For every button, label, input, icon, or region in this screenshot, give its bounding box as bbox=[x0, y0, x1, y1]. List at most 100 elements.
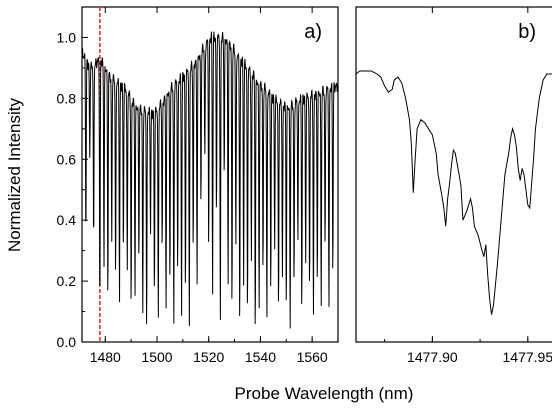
zoom-data-point bbox=[501, 220, 502, 221]
dip-point bbox=[228, 281, 229, 282]
x-tick-label: 1480 bbox=[90, 349, 121, 365]
zoom-data-point bbox=[394, 80, 395, 81]
zoom-data-point bbox=[489, 299, 490, 300]
dip-point bbox=[286, 305, 287, 306]
dip-point bbox=[282, 281, 283, 282]
dip-point bbox=[135, 293, 136, 294]
zoom-data-point bbox=[438, 174, 439, 175]
y-tick-label: 0.4 bbox=[57, 212, 77, 228]
zoom-data-point bbox=[482, 250, 483, 251]
zoom-spectrum-line bbox=[355, 70, 552, 315]
zoom-data-point bbox=[514, 134, 515, 135]
zoom-data-point bbox=[483, 256, 484, 257]
panel-b-ticks: 1477.90 1477.95 bbox=[384, 7, 552, 365]
zoom-data-point bbox=[356, 74, 357, 75]
zoom-data-point bbox=[539, 98, 540, 99]
zoom-data-point bbox=[405, 98, 406, 99]
zoom-data-point bbox=[413, 192, 414, 193]
zoom-data-point bbox=[512, 128, 513, 129]
dip-point bbox=[85, 235, 86, 236]
x-tick-label: 1520 bbox=[193, 349, 224, 365]
dip-point bbox=[305, 265, 306, 266]
zoom-data-point bbox=[371, 70, 372, 71]
zoom-data-point bbox=[529, 208, 530, 209]
dip-point bbox=[309, 296, 310, 297]
dip-point bbox=[297, 244, 298, 245]
dip-point bbox=[193, 250, 194, 251]
x-tick-label: 1477.90 bbox=[407, 349, 458, 365]
zoom-data-point bbox=[527, 204, 528, 205]
zoom-data-point bbox=[461, 186, 462, 187]
zoom-data-point bbox=[478, 235, 479, 236]
dip-point bbox=[166, 305, 167, 306]
zoom-data-point bbox=[415, 159, 416, 160]
dip-point bbox=[321, 305, 322, 306]
dip-point bbox=[325, 250, 326, 251]
dip-point bbox=[197, 281, 198, 282]
panel-a-ticks: 1480 1500 1520 1540 1560 0.0 0.2 0.4 0.6 0.8 1.0 bbox=[57, 6, 339, 365]
dip-point bbox=[243, 287, 244, 288]
x-tick-label: 1500 bbox=[141, 349, 172, 365]
zoom-data-point bbox=[485, 244, 486, 245]
zoom-data-point bbox=[466, 211, 467, 212]
dip-point bbox=[294, 287, 295, 288]
zoom-data-point bbox=[417, 128, 418, 129]
dip-point bbox=[204, 159, 205, 160]
zoom-data-point bbox=[491, 314, 492, 315]
dip-point bbox=[231, 311, 232, 312]
dip-point bbox=[224, 174, 225, 175]
panel-b-label: b) bbox=[518, 21, 536, 43]
zoom-data-point bbox=[365, 70, 366, 71]
dip-point bbox=[278, 317, 279, 318]
zoom-data-point bbox=[518, 168, 519, 169]
dip-point bbox=[142, 317, 143, 318]
x-tick-label: 1560 bbox=[297, 349, 328, 365]
zoom-data-point bbox=[524, 174, 525, 175]
zoom-data-point bbox=[459, 174, 460, 175]
spectrum-line bbox=[81, 31, 339, 329]
zoom-data-point bbox=[510, 137, 511, 138]
dip-point bbox=[332, 275, 333, 276]
dip-point bbox=[173, 329, 174, 330]
x-tick-label: 1540 bbox=[245, 349, 276, 365]
dip-point bbox=[99, 314, 100, 315]
dip-point bbox=[131, 311, 132, 312]
dip-point bbox=[290, 326, 291, 327]
zoom-data-point bbox=[516, 147, 517, 148]
dip-point bbox=[119, 305, 120, 306]
zoom-data-point bbox=[424, 122, 425, 123]
zoom-data-point bbox=[441, 195, 442, 196]
zoom-data-point bbox=[470, 198, 471, 199]
dip-point bbox=[150, 235, 151, 236]
zoom-data-point bbox=[546, 74, 547, 75]
panel-a-frame bbox=[81, 6, 339, 343]
dip-point bbox=[266, 323, 267, 324]
zoom-data-point bbox=[472, 208, 473, 209]
dip-point bbox=[169, 281, 170, 282]
dip-point bbox=[251, 265, 252, 266]
panel-b-frame bbox=[355, 6, 552, 343]
x-axis-title: Probe Wavelength (nm) bbox=[235, 384, 414, 403]
dip-point bbox=[181, 317, 182, 318]
zoom-data-point bbox=[474, 226, 475, 227]
zoom-data-point bbox=[420, 119, 421, 120]
zoom-data-point bbox=[453, 150, 454, 151]
zoom-data-point bbox=[436, 153, 437, 154]
zoom-data-point bbox=[449, 183, 450, 184]
zoom-data-point bbox=[525, 189, 526, 190]
zoom-data-point bbox=[380, 77, 381, 78]
dip-point bbox=[235, 250, 236, 251]
zoom-data-point bbox=[487, 275, 488, 276]
dip-point bbox=[274, 250, 275, 251]
dip-point bbox=[216, 220, 217, 221]
zoom-data-point bbox=[520, 180, 521, 181]
panel-b-plot-area bbox=[355, 70, 552, 315]
zoom-data-point bbox=[445, 226, 446, 227]
dip-point bbox=[177, 275, 178, 276]
zoom-data-point bbox=[398, 77, 399, 78]
dip-point bbox=[220, 326, 221, 327]
dip-point bbox=[200, 204, 201, 205]
y-tick-label: 0.6 bbox=[57, 151, 77, 167]
zoom-data-point bbox=[359, 70, 360, 71]
